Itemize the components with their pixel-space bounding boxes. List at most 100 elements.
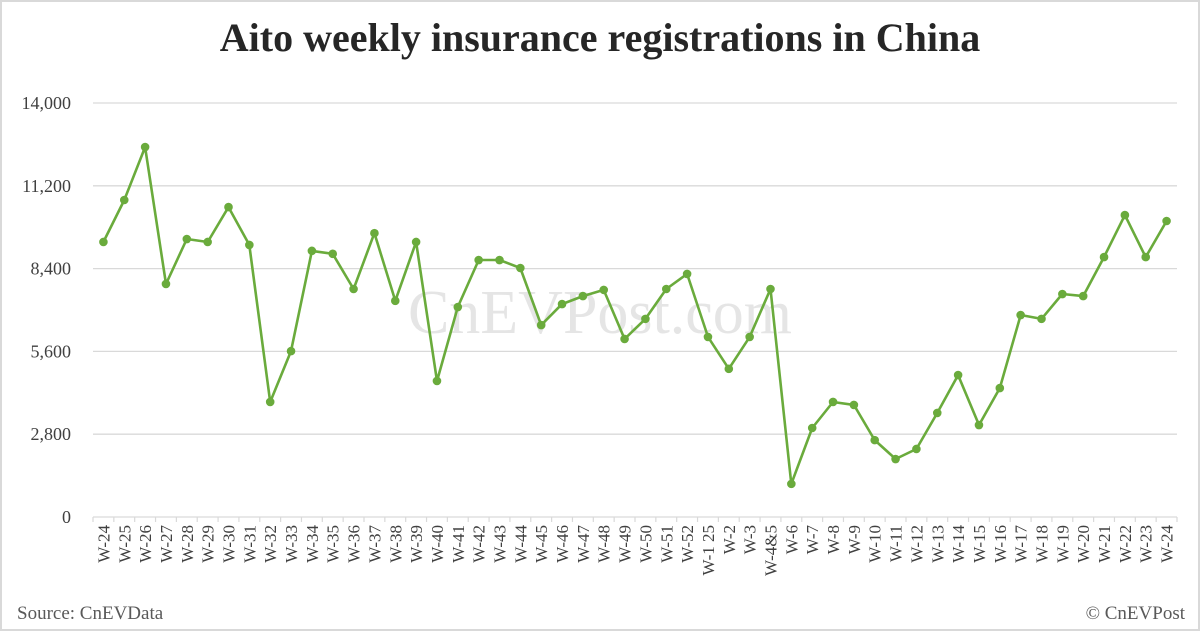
series-line xyxy=(102,145,1168,486)
x-tick-label: W-1 25 xyxy=(699,525,718,576)
data-point xyxy=(1078,291,1088,301)
x-tick-label: W-9 xyxy=(845,525,864,554)
data-point xyxy=(807,423,817,433)
data-point xyxy=(432,376,442,386)
y-axis: 0 2,800 5,600 8,400 11,200 14,000 xyxy=(22,93,72,527)
data-point xyxy=(828,397,838,407)
x-tick-label: W-38 xyxy=(386,525,405,563)
x-tick-label: W-7 xyxy=(803,525,822,555)
data-point xyxy=(995,383,1005,393)
x-tick-label: W-29 xyxy=(199,525,218,563)
x-tick-label: W-13 xyxy=(928,525,947,563)
data-point xyxy=(1058,289,1067,299)
x-tick-label: W-44 xyxy=(511,525,530,563)
x-tick-label: W-12 xyxy=(907,525,926,563)
x-tick-label: W-50 xyxy=(636,525,655,563)
x-tick-label: W-27 xyxy=(157,525,176,563)
x-tick-label: W-47 xyxy=(574,525,593,563)
x-tick-label: W-46 xyxy=(553,525,572,563)
data-point xyxy=(557,299,567,309)
x-tick-label: W-18 xyxy=(1033,525,1052,563)
x-tick-label: W-34 xyxy=(303,525,322,563)
data-point xyxy=(453,302,463,312)
data-point xyxy=(349,284,358,294)
x-tick-label: W-31 xyxy=(240,525,259,563)
x-tick-label: W-15 xyxy=(970,525,989,563)
data-point xyxy=(411,237,421,247)
x-tick-label: W-28 xyxy=(178,525,197,563)
x-tick-label: W-45 xyxy=(532,525,551,563)
y-tick-label: 11,200 xyxy=(22,176,71,196)
x-tick-label: W-25 xyxy=(115,525,134,563)
data-point xyxy=(787,479,796,489)
data-point xyxy=(745,332,754,342)
data-point xyxy=(849,400,859,410)
x-tick-label: W-39 xyxy=(407,525,426,563)
data-point xyxy=(932,408,942,418)
data-point xyxy=(224,202,233,212)
data-point xyxy=(703,332,713,342)
x-tick-label: W-24 xyxy=(94,525,113,563)
y-tick-label: 2,800 xyxy=(31,424,72,444)
x-tick-label: W-21 xyxy=(1095,525,1114,563)
x-tick-label: W-23 xyxy=(1137,525,1156,563)
x-tick-label: W-22 xyxy=(1116,525,1135,563)
x-tick-label: W-17 xyxy=(1012,525,1031,563)
data-point xyxy=(620,334,629,344)
y-tick-label: 8,400 xyxy=(31,259,72,279)
x-tick-label: W-35 xyxy=(324,525,343,563)
data-point xyxy=(1141,252,1151,262)
data-point xyxy=(370,228,379,238)
x-tick-label: W-2 xyxy=(720,525,739,554)
data-point xyxy=(1162,216,1171,226)
data-point xyxy=(265,397,275,407)
chart-title: Aito weekly insurance registrations in C… xyxy=(219,15,981,60)
data-point xyxy=(766,284,775,294)
data-point xyxy=(328,249,338,259)
data-point xyxy=(953,370,963,380)
data-point xyxy=(119,195,129,205)
data-point xyxy=(599,285,609,295)
data-point xyxy=(182,234,192,244)
x-tick-label: W-32 xyxy=(261,525,280,563)
x-tick-label: W-49 xyxy=(616,525,635,563)
x-tick-label: W-8 xyxy=(824,525,843,554)
data-point xyxy=(516,263,525,273)
x-axis: W-24 W-25 W-26 W-27 W-28 W-29 W-30 W-31 W-32 W-33… xyxy=(92,517,1178,576)
x-tick-label: W-20 xyxy=(1074,525,1093,563)
data-point xyxy=(578,291,588,301)
x-tick-label: W-24 xyxy=(1158,525,1177,563)
x-tick-label: W-26 xyxy=(136,525,155,563)
data-point xyxy=(390,296,400,306)
data-point xyxy=(1037,314,1046,324)
y-tick-label: 0 xyxy=(62,507,71,527)
data-point xyxy=(203,237,212,247)
x-tick-label: W-11 xyxy=(887,525,906,562)
data-series xyxy=(99,142,1171,489)
x-tick-label: W-37 xyxy=(365,525,384,563)
source-label: Source: CnEVData xyxy=(17,603,164,624)
data-point xyxy=(1099,252,1109,262)
x-tick-label: W-43 xyxy=(491,525,510,563)
x-tick-label: W-40 xyxy=(428,525,447,563)
data-point xyxy=(495,255,504,265)
x-tick-label: W-51 xyxy=(657,525,676,563)
data-point xyxy=(99,237,108,247)
x-tick-label: W-42 xyxy=(470,525,489,563)
data-point xyxy=(286,346,296,356)
x-tick-label: W-4&5 xyxy=(762,525,781,576)
gridlines xyxy=(93,102,1177,518)
data-point xyxy=(641,314,650,324)
data-point xyxy=(661,284,671,294)
y-tick-label: 14,000 xyxy=(22,93,72,113)
data-point xyxy=(682,269,692,279)
x-tick-label: W-33 xyxy=(282,525,301,563)
data-point xyxy=(140,142,150,152)
x-tick-label: W-16 xyxy=(991,525,1010,563)
data-point xyxy=(1120,210,1130,220)
data-point xyxy=(1016,310,1025,320)
data-point xyxy=(536,320,546,330)
data-point xyxy=(474,255,483,265)
x-tick-label: W-52 xyxy=(678,525,697,563)
